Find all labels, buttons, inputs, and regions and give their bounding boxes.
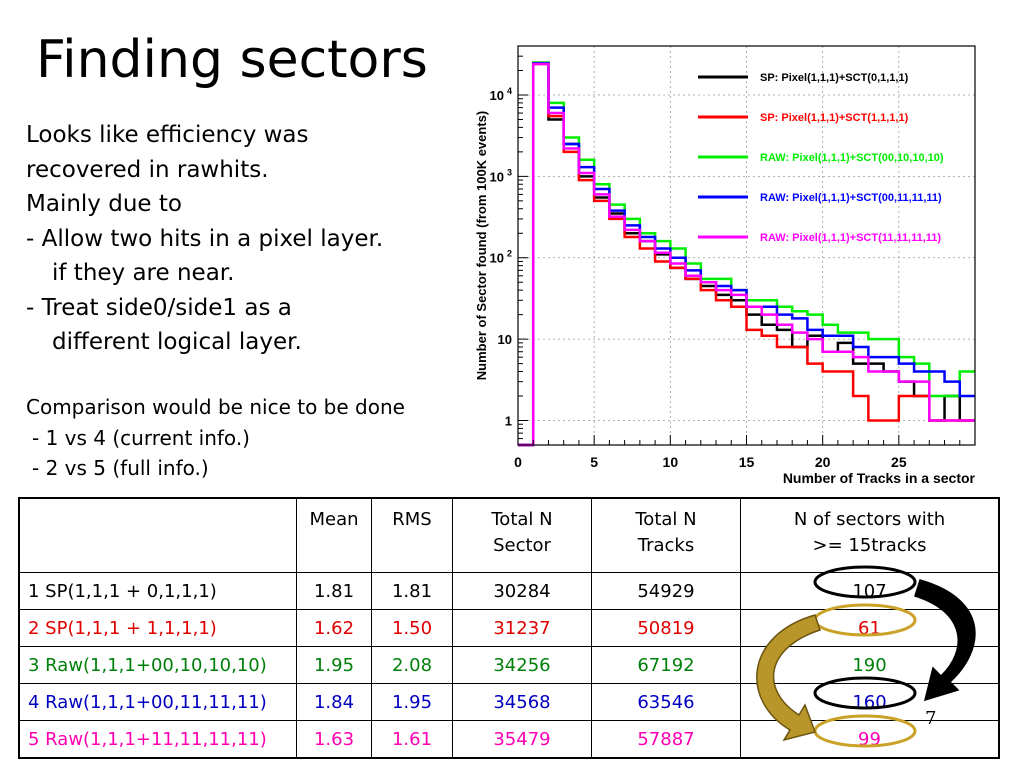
header-line: N of sectors with [793,509,946,530]
header-cell: Total N Tracks [591,497,741,573]
cell-total-sector: 31237 [452,609,592,647]
cell-total-tracks: 57887 [591,720,741,759]
legend-label: RAW: Pixel(1,1,1)+SCT(00,10,10,10) [760,152,944,164]
summary-table: Mean RMS Total N Sector Total N Tracks N o… [18,497,1000,759]
cell-rms: 1.81 [371,572,453,610]
x-axis-label: Number of Tracks in a sector [783,470,976,486]
x-tick-label: 5 [590,454,598,470]
row-label: 1 SP(1,1,1 + 0,1,1,1) [18,572,297,610]
y-tick-label: 10 [490,251,504,266]
bullet-line: - Allow two hits in a pixel layer. [26,225,384,252]
cell-total-tracks: 63546 [591,683,741,721]
slide-title: Finding sectors [36,30,428,90]
y-tick-label: 10 [490,169,504,184]
comparison-line: - 1 vs 4 (current info.) [32,425,250,450]
cell-total-sector: 34256 [452,646,592,684]
y-tick-exponent: 3 [507,167,512,177]
bullet-line: recovered in rawhits. [26,156,269,183]
legend-label: RAW: Pixel(1,1,1)+SCT(00,11,11,11) [760,192,942,204]
y-tick-exponent: 2 [507,249,512,259]
page-number: 7 [925,708,937,729]
bullet-line: - Treat side0/side1 as a [26,294,292,321]
header-cell: RMS [371,497,453,573]
row-label: 4 Raw(1,1,1+00,11,11,11) [18,683,297,721]
y-tick-label: 10 [490,88,504,103]
header-cell: Mean [296,497,372,573]
cell-rms: 2.08 [371,646,453,684]
cell-n15: 190 [740,646,1000,684]
y-tick-label: 1 [505,414,512,429]
header-line: Total N [491,509,553,530]
cell-total-sector: 30284 [452,572,592,610]
series-line [518,62,975,447]
table-row: 1 SP(1,1,1 + 0,1,1,1) 1.81 1.81 30284 54… [18,572,1000,610]
y-tick-exponent: 4 [507,86,512,96]
cell-total-sector: 34568 [452,683,592,721]
cell-n15: 99 [740,720,1000,759]
y-tick-label: 10 [498,332,512,347]
header-line: RMS [392,509,432,530]
header-line: Tracks [637,535,695,556]
cell-rms: 1.95 [371,683,453,721]
table-row: 4 Raw(1,1,1+00,11,11,11) 1.84 1.95 34568… [18,683,1000,721]
cell-n15: 160 [740,683,1000,721]
row-label: 2 SP(1,1,1 + 1,1,1,1) [18,609,297,647]
header-line: Mean [309,509,359,530]
comparison-line: Comparison would be nice to be done [26,395,405,419]
cell-mean: 1.62 [296,609,372,647]
legend-label: RAW: Pixel(1,1,1)+SCT(11,11,11,11) [760,232,941,244]
cell-rms: 1.61 [371,720,453,759]
cell-n15: 107 [740,572,1000,610]
series-line [518,62,975,447]
x-tick-label: 0 [514,454,522,470]
bullet-line: different logical layer. [52,329,302,355]
y-axis-label: Number of Sector found (from 100K events… [474,111,489,380]
cell-n15: 61 [740,609,1000,647]
cell-mean: 1.95 [296,646,372,684]
row-label: 3 Raw(1,1,1+00,10,10,10) [18,646,297,684]
x-tick-label: 20 [815,454,831,470]
header-cell [18,497,297,573]
x-tick-label: 15 [739,454,755,470]
legend-label: SP: Pixel(1,1,1)+SCT(1,1,1,1) [760,112,909,124]
cell-mean: 1.81 [296,572,372,610]
cell-mean: 1.84 [296,683,372,721]
x-tick-label: 10 [663,454,679,470]
x-tick-label: 25 [891,454,907,470]
table-row: 2 SP(1,1,1 + 1,1,1,1) 1.62 1.50 31237 50… [18,609,1000,647]
series-line [518,62,975,447]
cell-total-tracks: 54929 [591,572,741,610]
bullet-line: Looks like efficiency was [26,122,309,148]
plot-frame [517,45,976,446]
header-cell: Total N Sector [452,497,592,573]
header-line: Total N [635,509,697,530]
cell-total-tracks: 67192 [591,646,741,684]
cell-mean: 1.63 [296,720,372,759]
cell-total-sector: 35479 [452,720,592,759]
cell-rms: 1.50 [371,609,453,647]
table-header-row: Mean RMS Total N Sector Total N Tracks N o… [18,497,1000,573]
bullet-line: if they are near. [52,260,235,286]
bullet-list: Looks like efficiency was recovered in r… [26,118,466,360]
table-row: 5 Raw(1,1,1+11,11,11,11) 1.63 1.61 35479… [18,720,1000,759]
legend-label: SP: Pixel(1,1,1)+SCT(0,1,1,1) [760,72,909,84]
comparison-line: - 2 vs 5 (full info.) [32,456,209,480]
header-line: >= 15tracks [812,535,927,556]
row-label: 5 Raw(1,1,1+11,11,11,11) [18,720,297,759]
header-line: Sector [493,535,551,556]
header-cell: N of sectors with >= 15tracks [740,497,1000,573]
cell-total-tracks: 50819 [591,609,741,647]
bullet-line: Mainly due to [26,191,182,217]
comparison-list: Comparison would be nice to be done - 1 … [26,392,405,484]
table-row: 3 Raw(1,1,1+00,10,10,10) 1.95 2.08 34256… [18,646,1000,684]
